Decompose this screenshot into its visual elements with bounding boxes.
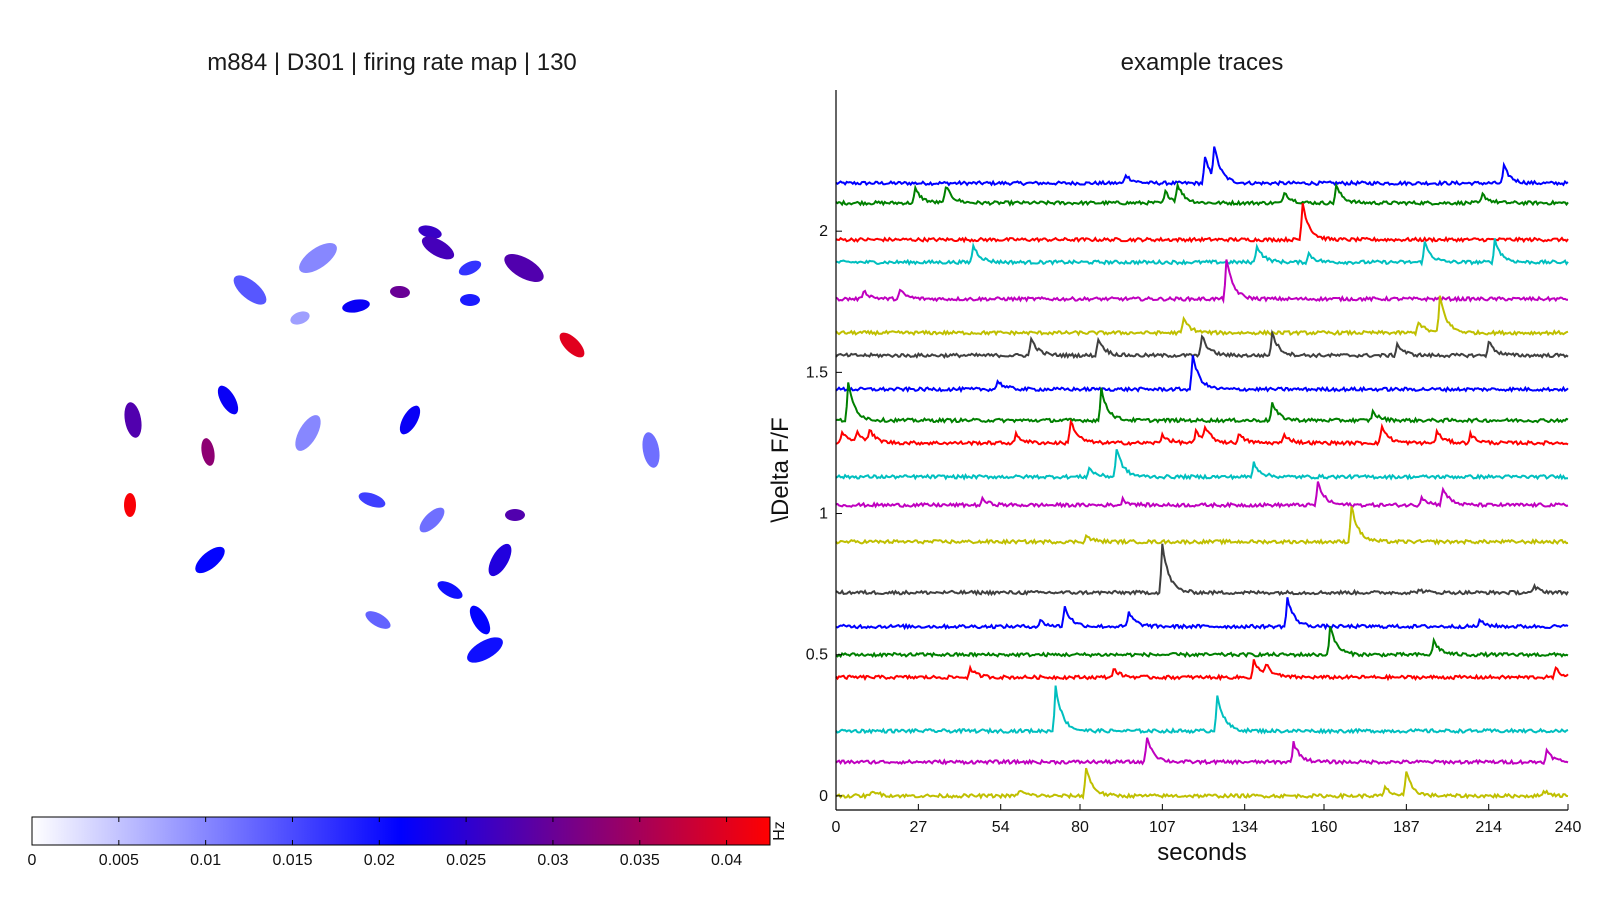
cell-roi <box>421 236 455 260</box>
x-axis-ticks: 0 27 54 80 107 134 160 187 214 240 <box>832 804 1582 836</box>
cell-roi <box>365 611 391 629</box>
cell-roi <box>201 438 215 466</box>
x-tick-label: 160 <box>1311 819 1338 836</box>
cell-roi <box>469 605 491 635</box>
cell-roi <box>418 225 442 239</box>
trace-lines <box>835 146 1569 801</box>
cell-roi <box>504 254 544 282</box>
colorbar-tick-label: 0.015 <box>272 852 312 869</box>
trace-line <box>835 259 1568 305</box>
x-tick-label: 107 <box>1149 819 1176 836</box>
cell-roi <box>460 294 480 306</box>
trace-line <box>835 449 1569 481</box>
x-tick-label: 187 <box>1393 819 1420 836</box>
trace-line <box>835 543 1569 597</box>
cell-roi <box>467 637 503 663</box>
colorbar-tick-label: 0 <box>28 852 37 869</box>
y-tick-label: 1.5 <box>806 364 828 381</box>
cell-roi <box>488 543 512 577</box>
trace-line <box>835 597 1569 631</box>
y-axis-label: \Delta F/F <box>767 417 794 522</box>
trace-line <box>835 146 1569 187</box>
x-tick-label: 134 <box>1231 819 1258 836</box>
cell-roi <box>124 493 136 517</box>
trace-line <box>835 767 1569 801</box>
x-axis-label: seconds <box>1157 839 1246 866</box>
x-tick-label: 0 <box>832 819 841 836</box>
colorbar-tick-label: 0.025 <box>446 852 486 869</box>
x-tick-label: 214 <box>1475 819 1502 836</box>
trace-line <box>835 238 1569 267</box>
cell-roi <box>124 402 142 438</box>
cell-roi <box>390 285 410 299</box>
colorbar-tick-label: 0.01 <box>190 852 221 869</box>
cell-roi <box>299 243 337 273</box>
trace-line <box>835 481 1569 509</box>
y-tick-label: 0 <box>819 788 828 805</box>
trace-line <box>835 626 1569 659</box>
cell-roi <box>233 275 267 305</box>
cell-roi <box>290 311 310 325</box>
x-tick-label: 80 <box>1071 819 1089 836</box>
trace-line <box>835 328 1569 360</box>
colorbar-unit-label: Hz <box>771 821 788 841</box>
trace-line <box>835 181 1569 207</box>
cell-roi <box>399 405 421 435</box>
cell-roi <box>195 546 225 574</box>
trace-line <box>835 355 1569 394</box>
x-tick-label: 240 <box>1555 819 1582 836</box>
cell-roi <box>458 260 482 276</box>
colorbar <box>31 816 771 846</box>
trace-line <box>835 685 1569 735</box>
y-axis-ticks: 0 0.5 1 1.5 2 <box>806 223 842 805</box>
firing-rate-map <box>124 225 660 663</box>
colorbar-ticks: 0 0.005 0.01 0.015 0.02 0.025 0.03 0.035 0.04 <box>28 817 742 869</box>
trace-line <box>835 202 1569 244</box>
trace-line <box>835 659 1569 682</box>
cell-roi <box>437 581 463 599</box>
trace-line <box>835 382 1569 424</box>
cell-roi <box>419 507 445 533</box>
traces-title: example traces <box>1121 49 1284 76</box>
trace-line <box>835 419 1569 447</box>
colorbar-tick-label: 0.035 <box>620 852 660 869</box>
cell-roi <box>295 415 321 451</box>
trace-line <box>835 737 1569 766</box>
colorbar-tick-label: 0.03 <box>537 852 568 869</box>
colorbar-tick-label: 0.02 <box>364 852 395 869</box>
y-tick-label: 0.5 <box>806 647 828 664</box>
cell-roi <box>559 332 585 358</box>
x-tick-label: 27 <box>909 819 927 836</box>
cell-roi <box>642 432 660 468</box>
cell-roi <box>342 299 370 313</box>
colorbar-tick-label: 0.005 <box>99 852 139 869</box>
x-tick-label: 54 <box>992 819 1010 836</box>
cell-roi <box>358 492 386 508</box>
trace-line <box>835 506 1569 546</box>
example-traces-panel: example traces 0 27 54 80 107 134 160 187 214 240… <box>767 49 1581 866</box>
y-tick-label: 2 <box>819 223 828 240</box>
colorbar-tick-label: 0.04 <box>711 852 742 869</box>
cell-roi <box>505 509 525 521</box>
cell-roi <box>217 385 239 415</box>
y-tick-label: 1 <box>819 506 828 523</box>
trace-line <box>835 295 1569 337</box>
firing-rate-map-panel: m884 | D301 | firing rate map | 130 0 0.0… <box>28 49 789 869</box>
firing-rate-map-title: m884 | D301 | firing rate map | 130 <box>207 49 577 76</box>
